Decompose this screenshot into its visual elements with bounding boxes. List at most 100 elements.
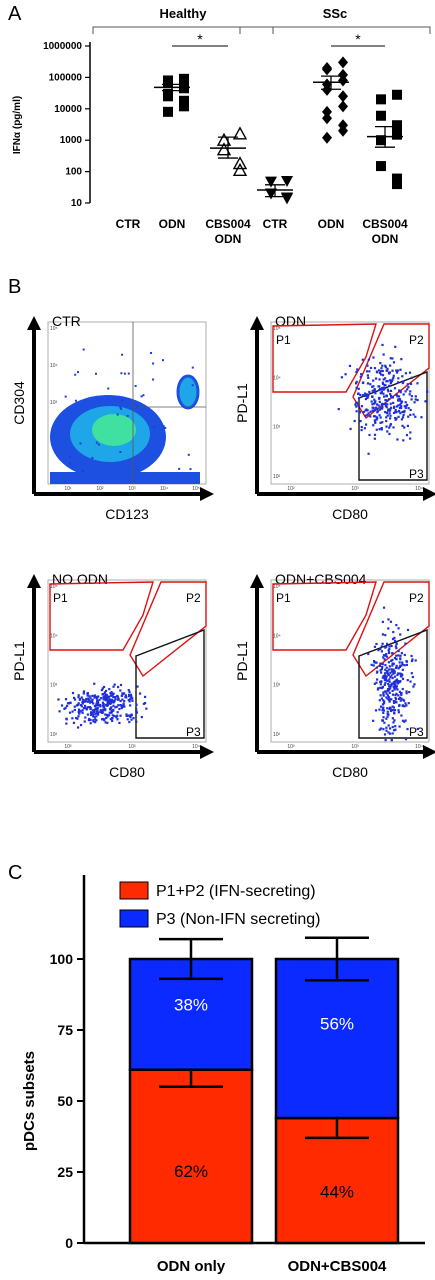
event-dot: [362, 410, 365, 414]
data-point: [216, 132, 232, 146]
event-dot: [382, 387, 386, 390]
event-dot: [377, 369, 381, 372]
event-dot: [397, 415, 400, 418]
event-dot: [376, 688, 380, 691]
event-dot: [391, 357, 394, 360]
event-dot: [414, 659, 417, 662]
event-dot: [396, 682, 399, 685]
event-dot: [187, 453, 190, 456]
event-dot: [374, 377, 378, 380]
event-dot: [77, 715, 80, 718]
event-dot: [393, 675, 397, 678]
event-dot: [386, 679, 389, 682]
event-dot: [360, 425, 363, 429]
event-dot: [381, 406, 384, 409]
group-label: Healthy: [160, 6, 208, 21]
event-dot: [153, 426, 156, 429]
event-dot: [381, 676, 384, 679]
event-dot: [382, 709, 386, 712]
x-axis-label: CD123: [105, 506, 149, 522]
event-dot: [400, 673, 403, 676]
event-dot: [397, 672, 400, 675]
event-dot: [102, 696, 105, 699]
event-dot: [372, 406, 375, 410]
event-dot: [142, 702, 145, 705]
data-point: [376, 94, 386, 105]
data-point: [322, 131, 332, 144]
event-dot: [105, 695, 108, 698]
event-dot: [409, 408, 412, 412]
event-dot: [385, 696, 388, 699]
event-dot: [95, 702, 98, 705]
event-dot: [404, 406, 407, 410]
y-tick-label: 75: [57, 1022, 73, 1038]
event-dot: [377, 649, 380, 652]
event-dot: [79, 723, 83, 727]
event-dot: [65, 722, 68, 725]
event-dot: [410, 654, 413, 658]
x-tick-label: ODN: [159, 217, 186, 231]
event-dot: [403, 426, 406, 429]
event-dot: [79, 442, 82, 445]
event-dot: [115, 705, 118, 709]
event-dot: [400, 400, 404, 403]
event-dot: [128, 690, 131, 693]
group-bracket: [239, 26, 431, 34]
event-dot: [384, 681, 387, 684]
event-dot: [354, 403, 357, 406]
event-dot: [94, 718, 97, 721]
event-dot: [393, 671, 396, 674]
event-dot: [388, 432, 391, 436]
event-dot: [378, 699, 381, 702]
y-tick-label: 10000: [54, 104, 82, 115]
event-dot: [401, 668, 404, 671]
event-dot: [367, 452, 370, 455]
event-dot: [135, 711, 138, 714]
event-dot: [355, 382, 358, 385]
event-dot: [100, 688, 104, 692]
event-dot: [394, 693, 397, 697]
event-dot: [363, 427, 366, 430]
event-dot: [402, 393, 405, 396]
event-dot: [377, 687, 380, 690]
event-dot: [353, 419, 356, 423]
y-axis-label: PD-L1: [11, 641, 27, 681]
event-dot: [119, 683, 123, 687]
event-dot: [372, 424, 375, 427]
y-axis-arrowhead: [27, 574, 41, 588]
event-dot: [92, 713, 95, 716]
event-dot: [397, 389, 401, 392]
data-point: [392, 179, 402, 190]
event-dot: [408, 393, 411, 396]
event-dot: [382, 694, 385, 697]
event-dot: [384, 646, 387, 649]
event-dot: [128, 695, 131, 698]
event-dot: [72, 721, 76, 724]
event-dot: [378, 664, 382, 667]
event-dot: [392, 686, 396, 689]
event-dot: [123, 692, 126, 695]
y-axis-arrowhead: [250, 316, 264, 330]
event-dot: [111, 719, 114, 722]
event-dot: [85, 697, 88, 701]
event-dot: [89, 697, 92, 700]
event-dot: [140, 715, 143, 719]
event-dot: [378, 408, 382, 411]
event-dot: [120, 372, 123, 375]
event-dot: [392, 668, 395, 671]
gate-label-p3: P3: [186, 725, 201, 739]
data-point: [338, 56, 348, 69]
event-dot: [131, 699, 134, 702]
event-dot: [380, 427, 383, 430]
event-dot: [127, 372, 130, 375]
event-dot: [409, 437, 412, 440]
event-dot: [112, 704, 115, 707]
event-dot: [377, 404, 380, 407]
event-dot: [382, 654, 386, 657]
event-dot: [405, 704, 408, 707]
event-dot: [128, 700, 131, 703]
event-dot: [396, 438, 399, 441]
event-dot: [96, 700, 99, 704]
event-dot: [103, 692, 107, 695]
